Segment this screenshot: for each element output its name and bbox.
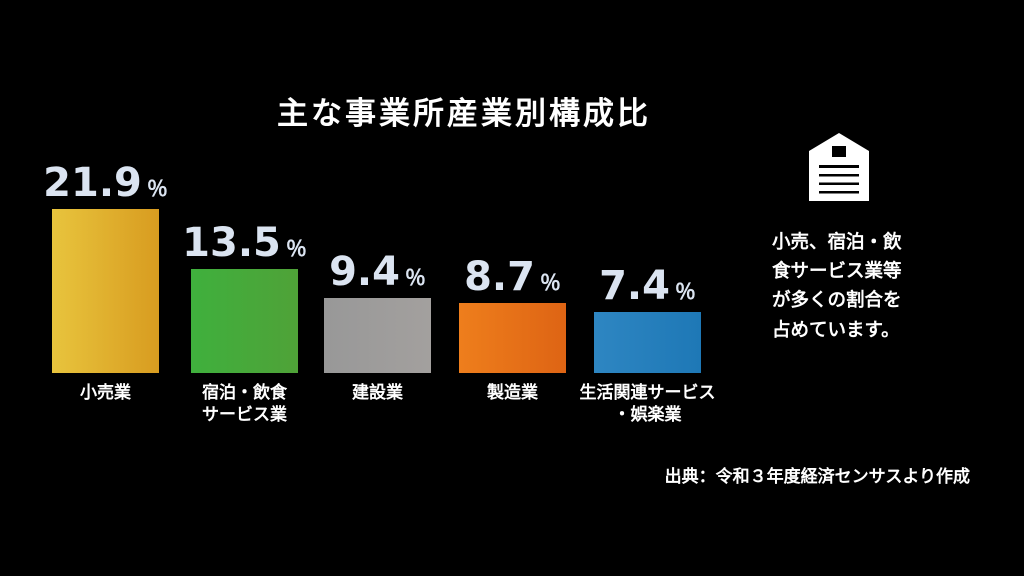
bar-category-label: 建設業 [352,383,403,403]
percent-sign: ％ [146,177,168,201]
percent-sign: ％ [285,237,307,261]
bar-value: 8.7 [464,254,535,300]
bar-category-label: 小売業 [80,383,131,403]
bar-value: 21.9 [43,160,142,206]
bar-group: 9.4 ％ 建設業 [324,252,431,403]
bar-group: 13.5 ％ 宿泊・飲食 サービス業 [182,223,307,425]
source-caption: 出典：令和３年度経済センサスより作成 [664,467,970,487]
percent-sign: ％ [539,271,561,295]
percent-sign: ％ [404,266,426,290]
bar-value-label: 8.7 ％ [464,257,561,297]
percent-sign: ％ [674,280,696,304]
bar-value: 7.4 [599,263,670,309]
bar-value-label: 21.9 ％ [43,163,168,203]
bar-value: 9.4 [329,249,400,295]
bar-value: 13.5 [182,220,281,266]
bar-category-label: 宿泊・飲食 サービス業 [202,383,287,426]
bar [594,312,701,373]
chart-title: 主な事業所産業別構成比 [277,96,651,132]
annotation-text: 小売、宿泊・飲 食サービス業等 が多くの割合を 占めています。 [772,232,902,341]
bar [191,269,298,373]
bar [459,303,566,373]
bar [52,209,159,373]
warehouse-icon [809,133,869,201]
bar-value-label: 9.4 ％ [329,252,426,292]
bar-category-label: 生活関連サービス ・娯楽業 [579,383,716,426]
bar [324,298,431,373]
bar-group: 8.7 ％ 製造業 [459,257,566,403]
bar-group: 21.9 ％ 小売業 [43,163,168,403]
bar-value-label: 7.4 ％ [599,266,696,306]
bar-category-label: 製造業 [487,383,538,403]
bar-value-label: 13.5 ％ [182,223,307,263]
bar-group: 7.4 ％ 生活関連サービス ・娯楽業 [580,266,716,425]
